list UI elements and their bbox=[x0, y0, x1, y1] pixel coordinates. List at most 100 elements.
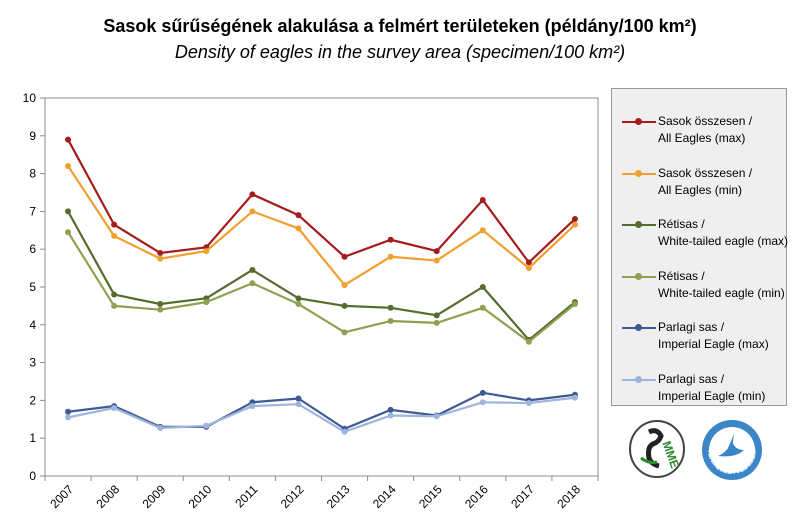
data-point bbox=[341, 329, 348, 336]
data-point bbox=[479, 227, 486, 234]
legend-label: Sasok összesen / All Eagles (min) bbox=[658, 165, 752, 199]
data-point bbox=[387, 253, 394, 260]
x-tick-label: 2011 bbox=[232, 482, 260, 510]
data-point bbox=[433, 248, 440, 255]
legend-item: Sasok összesen / All Eagles (min) bbox=[618, 159, 786, 199]
data-point bbox=[65, 414, 72, 421]
y-tick-label: 2 bbox=[29, 393, 36, 407]
data-point bbox=[387, 406, 394, 413]
data-point bbox=[479, 197, 486, 204]
legend-item: Parlagi sas / Imperial Eagle (min) bbox=[618, 365, 786, 405]
chart-series bbox=[65, 136, 578, 435]
series-line-5 bbox=[67, 391, 576, 430]
x-tick-label: 2015 bbox=[416, 482, 445, 511]
data-point bbox=[387, 236, 394, 243]
data-point bbox=[203, 422, 210, 429]
data-point bbox=[387, 412, 394, 419]
data-point bbox=[65, 136, 72, 143]
legend-swatch bbox=[622, 323, 656, 333]
legend-swatch bbox=[622, 272, 656, 282]
y-tick-label: 7 bbox=[29, 204, 36, 218]
y-tick-label: 10 bbox=[23, 91, 37, 105]
data-point bbox=[295, 395, 302, 402]
data-point bbox=[387, 304, 394, 311]
data-point bbox=[65, 229, 72, 236]
data-point bbox=[433, 257, 440, 264]
data-point bbox=[525, 259, 532, 266]
legend-label: Rétisas / White-tailed eagle (max) bbox=[658, 216, 788, 250]
data-point bbox=[571, 394, 578, 401]
data-point bbox=[387, 318, 394, 325]
legend-label: Rétisas / White-tailed eagle (min) bbox=[658, 268, 785, 302]
series-line-3 bbox=[67, 210, 576, 342]
data-point bbox=[479, 304, 486, 311]
legend-swatch bbox=[622, 375, 656, 385]
data-point bbox=[341, 428, 348, 435]
legend-item: Rétisas / White-tailed eagle (min) bbox=[618, 262, 786, 302]
x-tick-label: 2008 bbox=[93, 482, 122, 511]
legend-label-line1: Sasok összesen / bbox=[658, 165, 753, 180]
legend-swatch bbox=[622, 220, 656, 230]
data-point bbox=[341, 302, 348, 309]
data-point bbox=[157, 249, 164, 256]
data-point bbox=[295, 295, 302, 302]
legend-label-line1: Sasok összesen / bbox=[658, 114, 753, 128]
chart-title: Sasok sűrűségének alakulása a felmért te… bbox=[103, 16, 697, 36]
legend-label-line1: Rétisas / bbox=[658, 268, 705, 283]
data-point bbox=[111, 302, 118, 309]
data-point bbox=[203, 248, 210, 255]
data-point bbox=[295, 225, 302, 232]
x-tick-label: 2013 bbox=[324, 482, 353, 511]
data-point bbox=[479, 399, 486, 406]
termeszetvedelem-logo: TERMÉSZETVÉDELEM bbox=[702, 420, 762, 480]
data-point bbox=[157, 255, 164, 262]
data-point bbox=[249, 403, 256, 410]
plot-area-border bbox=[44, 97, 599, 477]
legend-swatch bbox=[622, 117, 656, 127]
legend-label-line1: Parlagi sas / bbox=[658, 371, 725, 386]
legend-label: Parlagi sas / Imperial Eagle (max) bbox=[658, 319, 769, 353]
y-tick-label: 1 bbox=[29, 431, 36, 445]
legend-label-line2: White-tailed eagle (max) bbox=[658, 234, 789, 248]
legend-item: Sasok összesen / All Eagles (max) bbox=[618, 107, 786, 147]
data-point bbox=[249, 191, 256, 198]
data-point bbox=[479, 389, 486, 396]
x-tick-label: 2012 bbox=[278, 482, 307, 511]
data-point bbox=[341, 253, 348, 260]
data-point bbox=[571, 221, 578, 228]
data-point bbox=[111, 221, 118, 228]
data-point bbox=[65, 163, 72, 170]
data-point bbox=[525, 338, 532, 345]
chart-subtitle: Density of eagles in the survey area (sp… bbox=[174, 42, 626, 62]
data-point bbox=[525, 265, 532, 272]
data-point bbox=[111, 404, 118, 411]
series-line-2 bbox=[67, 165, 576, 287]
data-point bbox=[433, 319, 440, 326]
x-tick-label: 2017 bbox=[508, 482, 537, 511]
data-point bbox=[525, 400, 532, 407]
x-tick-label: 2010 bbox=[186, 482, 215, 511]
data-point bbox=[203, 299, 210, 306]
data-point bbox=[157, 306, 164, 313]
data-point bbox=[111, 232, 118, 239]
data-point bbox=[341, 282, 348, 289]
y-tick-label: 6 bbox=[29, 242, 36, 256]
x-tick-label: 2018 bbox=[554, 482, 583, 511]
data-point bbox=[65, 408, 72, 415]
data-point bbox=[111, 291, 118, 298]
data-point bbox=[479, 284, 486, 290]
x-tick-label: 2009 bbox=[140, 482, 169, 511]
data-point bbox=[571, 215, 578, 222]
legend-label: Sasok összesen / All Eagles (max) bbox=[658, 113, 752, 147]
y-tick-label: 8 bbox=[29, 167, 36, 181]
data-point bbox=[295, 301, 302, 308]
data-point bbox=[295, 401, 302, 408]
legend-item: Parlagi sas / Imperial Eagle (max) bbox=[618, 313, 786, 353]
legend-swatch bbox=[622, 169, 656, 179]
legend-label-line2: Imperial Eagle (max) bbox=[658, 337, 769, 351]
legend-label: Parlagi sas / Imperial Eagle (min) bbox=[658, 371, 765, 405]
data-point bbox=[433, 413, 440, 420]
legend-label-line2: All Eagles (min) bbox=[658, 182, 743, 197]
data-point bbox=[433, 312, 440, 319]
chart-legend: Sasok összesen / All Eagles (max) Sasok ös… bbox=[611, 88, 788, 406]
